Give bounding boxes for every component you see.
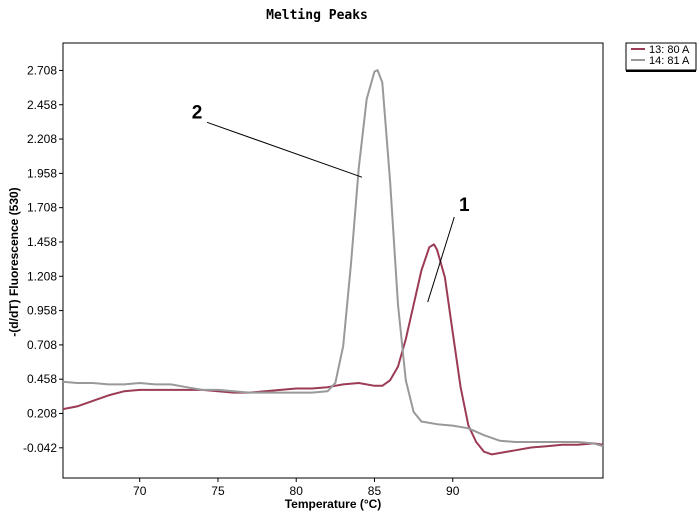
y-tick-label: -0.042 bbox=[23, 441, 57, 455]
legend: 13: 80 A14: 81 A bbox=[625, 42, 697, 72]
y-tick-label: 1.208 bbox=[27, 269, 57, 283]
legend-label: 13: 80 A bbox=[649, 44, 690, 56]
annotation-leader bbox=[427, 216, 455, 303]
series-layer bbox=[62, 69, 604, 456]
annotation-label: 1 bbox=[459, 195, 470, 216]
y-tick-label: 0.958 bbox=[27, 304, 57, 318]
y-axis-label: -(d/dT) Fluorescence (530) bbox=[7, 187, 21, 336]
x-axis-label: Temperature (°C) bbox=[285, 497, 382, 511]
legend-label: 14: 81 A bbox=[649, 55, 690, 67]
chart-title: Melting Peaks bbox=[266, 8, 368, 23]
y-tick-label: 0.208 bbox=[27, 407, 57, 421]
y-tick-label: 2.708 bbox=[27, 63, 57, 77]
annotation-leader bbox=[206, 121, 363, 178]
x-tick-label: 75 bbox=[211, 484, 225, 498]
y-tick-label: 1.458 bbox=[27, 235, 57, 249]
x-tick-label: 80 bbox=[290, 484, 304, 498]
plot-frame bbox=[62, 42, 604, 479]
y-tick-label: 0.708 bbox=[27, 338, 57, 352]
y-tick-label: 2.208 bbox=[27, 132, 57, 146]
y-tick-label: 2.458 bbox=[27, 98, 57, 112]
y-axis: -0.042 0.208 0.458 0.708 0.958 1.208 1.458 1.70… bbox=[23, 63, 63, 455]
x-tick-label: 90 bbox=[446, 484, 460, 498]
series-line-2 bbox=[62, 69, 604, 448]
y-tick-label: 1.958 bbox=[27, 166, 57, 180]
legend-box bbox=[625, 42, 697, 71]
annotation-label: 2 bbox=[192, 102, 203, 123]
x-tick-label: 70 bbox=[133, 484, 147, 498]
series-line-1 bbox=[62, 243, 604, 456]
y-tick-label: 1.708 bbox=[27, 201, 57, 215]
x-tick-label: 85 bbox=[368, 484, 382, 498]
x-axis: 70 75 80 85 90 bbox=[133, 478, 460, 498]
y-tick-label: 0.458 bbox=[27, 372, 57, 386]
annotations: 12 bbox=[192, 102, 470, 303]
